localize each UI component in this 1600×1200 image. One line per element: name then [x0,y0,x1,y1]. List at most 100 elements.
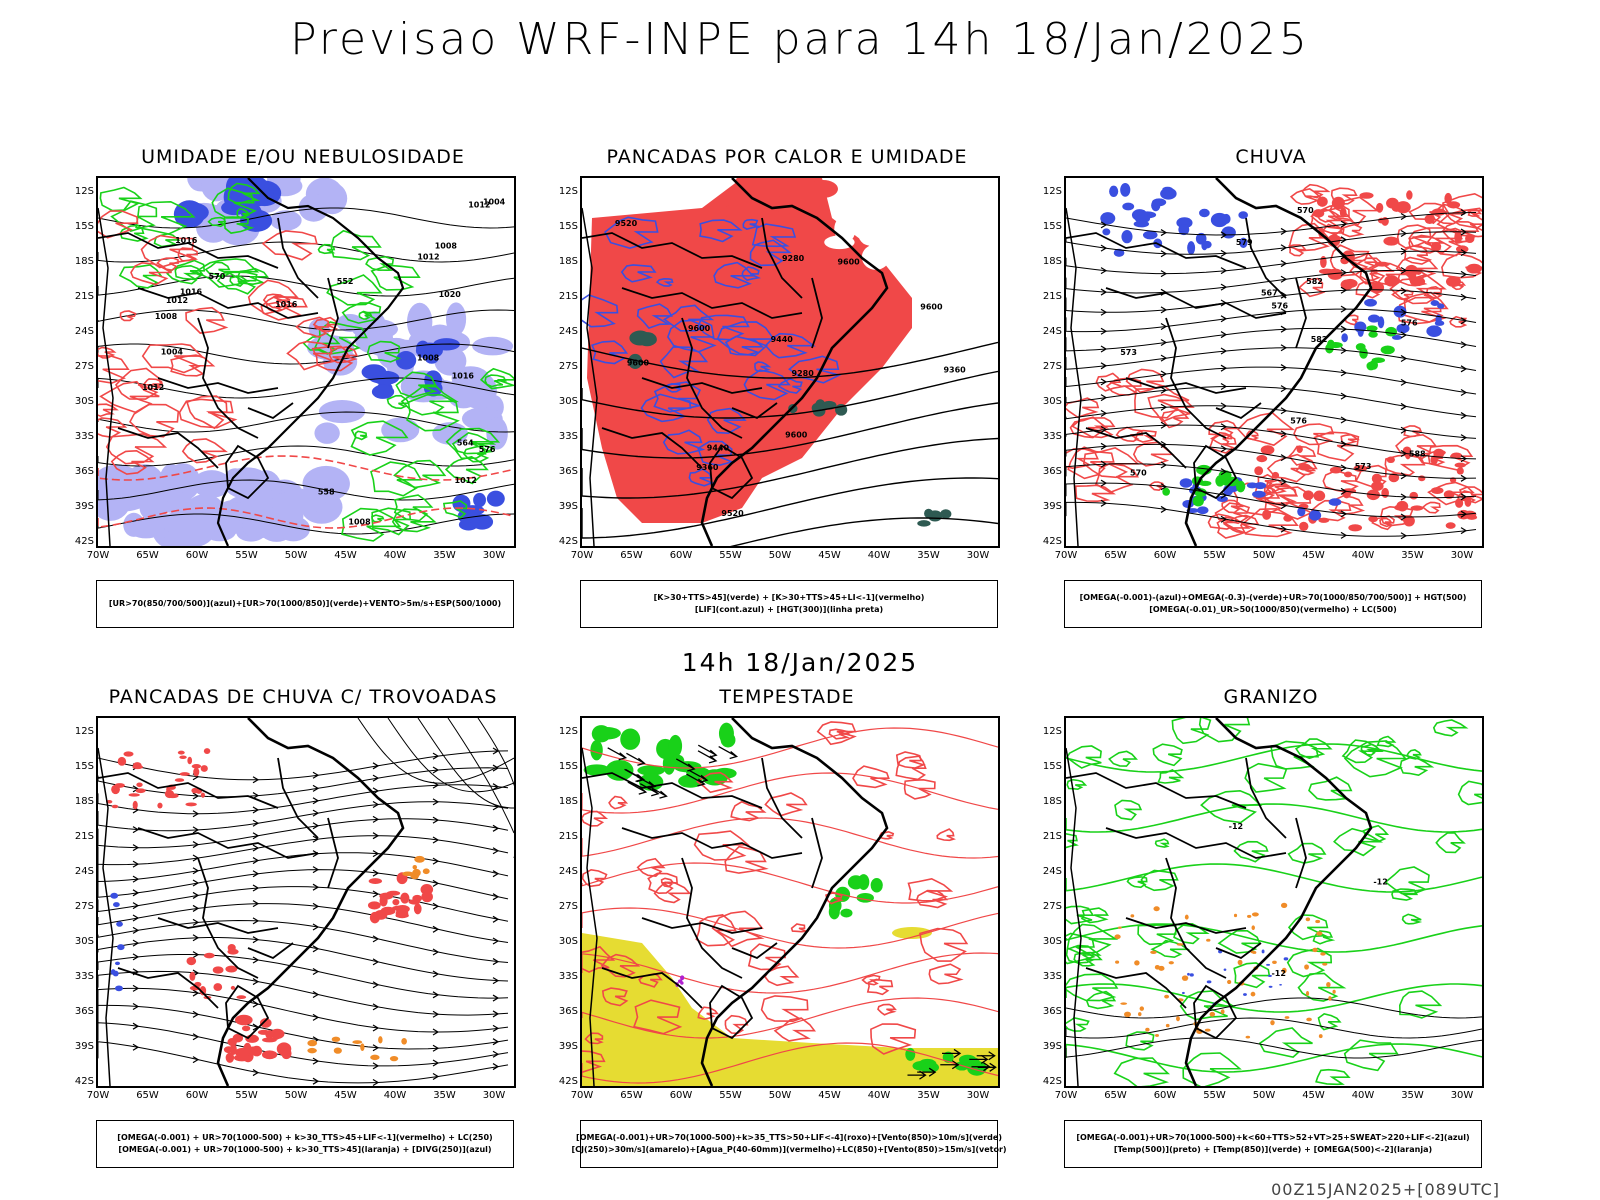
precipitable-water-contour [582,868,608,888]
thickness-contour [328,346,359,364]
lc850-line [582,907,998,949]
instability-area [807,179,838,198]
border-line [1085,967,1187,1009]
lon-tick-label: 45W [818,550,841,561]
wind-250-arrowhead [252,870,260,878]
panel-tempestade: TEMPESTADE 12S 15S 18S 21S 24S 27S 30S 33S 36S 39S… [552,686,1022,1168]
wind-250-arrowhead [192,1010,200,1018]
contour-label: 1008 [348,518,371,527]
wind-500-arrowhead [1100,394,1108,402]
lat-tick-label: 33S [74,971,94,982]
wind-250-arrowhead [192,810,200,818]
wind-250-arrowhead [132,889,140,897]
longitude-axis: 70W 65W 60W 55W 50W 45W 40W 35W 30W [87,1090,516,1104]
rain-area [1464,496,1472,507]
border-line [1165,317,1227,439]
rain-area [1403,515,1415,527]
wind-500-arrowhead [1400,493,1408,501]
lat-tick-label: 18S [1042,256,1062,267]
lat-tick-label: 33S [558,971,578,982]
wind-500-arrowhead [1460,365,1468,373]
coastline [1184,718,1373,1086]
hgt300-contour [582,402,998,459]
temp850-contour [1233,962,1271,989]
unstable-dark-area [638,334,657,346]
wind-250-arrowhead [132,984,140,992]
instability-area [787,195,814,216]
ascent-area [1316,931,1323,936]
thunderstorm-area [245,1034,259,1043]
vertical-motion-area [1179,478,1193,488]
precipitable-water-contour [877,1003,897,1016]
wind-250-arrowhead [252,776,260,784]
wind-250-arrowhead [192,951,200,959]
wind-500-arrowhead [1400,308,1408,316]
convection-area [352,1040,363,1044]
rain-area [1132,441,1175,467]
thunderstorm-area [164,789,175,799]
vertical-motion-area [1202,240,1212,249]
border-line [1125,377,1247,394]
andes-line [1066,207,1082,546]
panel-pancadas-calor: PANCADAS POR CALOR E UMIDADE 12S 15S 18S 21S… [552,146,1022,628]
wind-500-arrowhead [1400,229,1408,237]
wind-500-arrowhead [1220,491,1228,499]
thickness-contour [261,230,318,261]
rain-area [1391,289,1414,301]
precipitable-water-contour [697,1006,719,1020]
lat-tick-label: 36S [558,1006,578,1017]
pressure-isobar [98,377,514,399]
precipitable-water-contour [636,857,666,878]
low-level-humidity [370,264,421,291]
hail-area [1181,991,1185,995]
humidity-area [425,353,439,364]
border-line [1085,427,1187,469]
divergence-area [114,961,121,966]
precipitable-water-contour [919,927,969,962]
lifted-index-contour [742,218,761,230]
temp850-contour [1171,718,1212,745]
lon-tick-label: 40W [383,550,407,561]
low-level-humidity [444,455,489,485]
legend-line: [LIF](cont.azul) + [HGT(300)](linha pret… [694,605,884,614]
border-line [761,217,803,299]
forecast-map: 1012101210081008101210041008100410161008… [98,178,514,546]
wind-500-streamline [1066,405,1477,439]
wind-250-arrowhead [372,869,380,877]
temp850-contour [1312,930,1336,945]
wind-250-arrowhead [192,918,200,926]
wind-250-arrowhead [372,1078,380,1086]
contour-label: 9520 [615,219,638,228]
border-line [327,277,339,349]
ascent-area [1176,943,1184,946]
vertical-motion-area [1122,202,1135,211]
wind-250-arrowhead [492,893,500,901]
low-level-humidity [314,321,368,355]
border-line [1215,942,1262,960]
wind-250-streamline [98,886,509,922]
wind-500-arrowhead [1400,513,1408,521]
wind-250-streamline [98,767,509,798]
low-level-humidity [207,216,227,228]
wind-250-arrowhead [252,900,260,908]
wind-500-arrowhead [1100,479,1108,487]
lifted-index-contour [640,393,692,423]
ascent-area [1145,1027,1150,1032]
thunderstorm-area [276,1042,292,1056]
pressure-isobar [98,479,514,501]
wind-500-streamline [1066,212,1477,236]
rain-area [1380,505,1414,527]
contour-label: 1012 [417,253,439,262]
rain-area [1371,281,1385,294]
temp850-contour [1360,743,1381,756]
wind-500-arrowhead [1280,344,1288,352]
lat-tick-label: 12S [1042,186,1062,197]
ascent-area [1318,1034,1323,1039]
precipitable-water-contour [773,1017,817,1042]
rain-area [1302,490,1314,501]
lat-tick-label: 39S [1042,1041,1062,1052]
ascent-area [1233,913,1238,918]
contour-label: 1008 [417,354,440,363]
wind-500-arrowhead [1280,325,1288,333]
temp850-contour [1066,973,1119,1002]
